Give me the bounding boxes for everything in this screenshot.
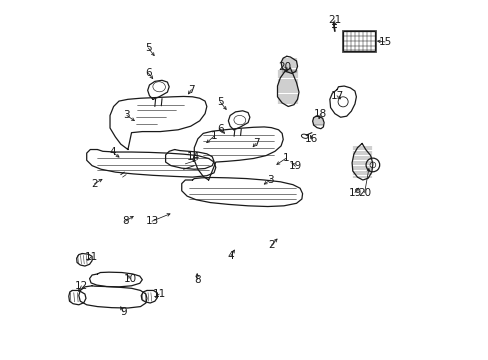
- Text: 5: 5: [145, 43, 151, 53]
- Text: 3: 3: [123, 111, 130, 121]
- Text: 1: 1: [282, 153, 288, 163]
- Text: 19: 19: [347, 188, 361, 198]
- Text: 6: 6: [145, 68, 151, 78]
- Text: 2: 2: [267, 240, 274, 250]
- Text: 21: 21: [327, 15, 341, 26]
- Text: 8: 8: [122, 216, 128, 226]
- Text: 10: 10: [123, 274, 137, 284]
- Text: 7: 7: [188, 85, 194, 95]
- Text: 2: 2: [91, 179, 98, 189]
- Text: 5: 5: [216, 97, 223, 107]
- Text: 6: 6: [216, 124, 223, 134]
- Text: 16: 16: [305, 134, 318, 144]
- Text: 19: 19: [288, 161, 302, 171]
- Text: 14: 14: [186, 152, 200, 162]
- Bar: [343, 31, 374, 51]
- Text: 13: 13: [145, 216, 158, 226]
- Text: 15: 15: [378, 37, 391, 47]
- Text: 9: 9: [120, 307, 126, 317]
- Text: 1: 1: [210, 131, 217, 141]
- Text: 17: 17: [330, 91, 343, 101]
- Text: 20: 20: [278, 62, 291, 72]
- Text: 18: 18: [313, 109, 326, 119]
- Text: 20: 20: [357, 188, 370, 198]
- Text: 3: 3: [266, 175, 273, 185]
- Text: 4: 4: [227, 251, 234, 261]
- Text: 11: 11: [84, 252, 98, 262]
- Text: 12: 12: [75, 281, 88, 291]
- Text: 8: 8: [193, 275, 200, 285]
- Text: 11: 11: [152, 289, 165, 299]
- Text: 4: 4: [109, 147, 116, 157]
- Text: 7: 7: [252, 139, 259, 148]
- Bar: [341, 30, 375, 52]
